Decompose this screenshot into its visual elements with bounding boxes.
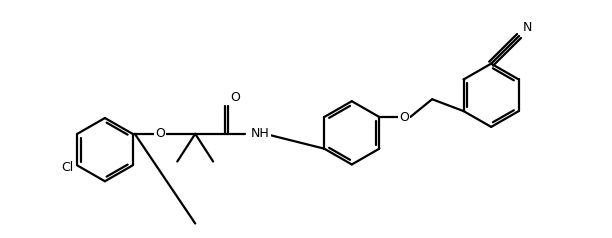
Text: Cl: Cl — [61, 161, 73, 174]
Text: O: O — [155, 127, 165, 140]
Text: N: N — [523, 21, 532, 34]
Text: O: O — [230, 91, 240, 104]
Text: O: O — [399, 110, 409, 124]
Text: NH: NH — [251, 127, 270, 140]
